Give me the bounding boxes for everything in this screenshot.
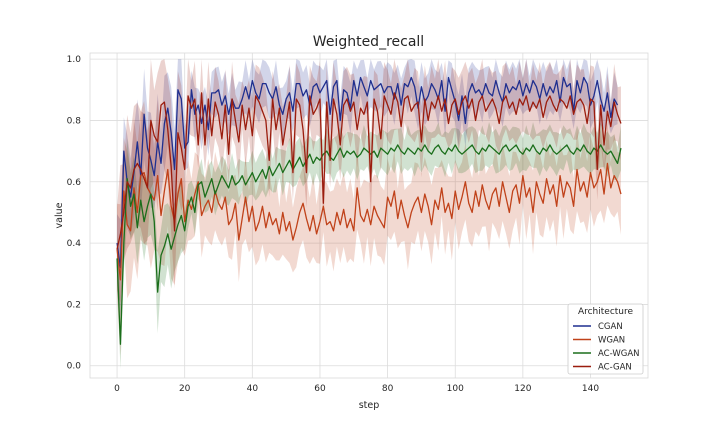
- series-lines: [116, 76, 622, 345]
- legend-label: AC-GAN: [598, 363, 632, 373]
- legend-label: CGAN: [598, 322, 623, 332]
- y-tick-label: 0.2: [67, 300, 81, 310]
- y-tick-label: 0.4: [67, 239, 82, 249]
- y-tick-label: 0.6: [67, 178, 82, 188]
- y-tick-label: 0.8: [67, 116, 82, 126]
- x-tick-label: 140: [582, 384, 599, 394]
- legend: Architecture CGAN WGAN AC-WGAN AC-GAN: [567, 303, 644, 375]
- band-wgan: [117, 99, 621, 356]
- y-tick-label: 0.0: [67, 362, 82, 372]
- grid: [90, 53, 648, 378]
- band-ac-gan: [117, 59, 621, 303]
- legend-items: CGAN WGAN AC-WGAN AC-GAN: [573, 322, 640, 373]
- legend-label: WGAN: [598, 336, 625, 346]
- x-tick-label: 60: [314, 384, 326, 394]
- tick-labels: 0 20 40 60 80 100 120 140 0.0 0.2 0.4 0.6 0.8 1.0: [67, 55, 600, 394]
- y-tick-label: 1.0: [67, 55, 82, 65]
- chart-title: Weighted_recall: [313, 34, 424, 50]
- line-wgan: [116, 162, 622, 281]
- line-ac-gan: [116, 92, 622, 250]
- x-axis-label: step: [359, 400, 380, 411]
- x-tick-label: 100: [447, 384, 464, 394]
- band-ac-wgan: [117, 122, 621, 369]
- x-tick-label: 80: [382, 384, 394, 394]
- legend-box: [567, 303, 644, 375]
- legend-label: AC-WGAN: [598, 349, 640, 359]
- y-axis-label: value: [54, 202, 65, 228]
- legend-title: Architecture: [578, 307, 634, 317]
- x-tick-label: 0: [114, 384, 120, 394]
- x-tick-label: 20: [179, 384, 191, 394]
- x-tick-label: 40: [247, 384, 259, 394]
- x-tick-label: 120: [514, 384, 531, 394]
